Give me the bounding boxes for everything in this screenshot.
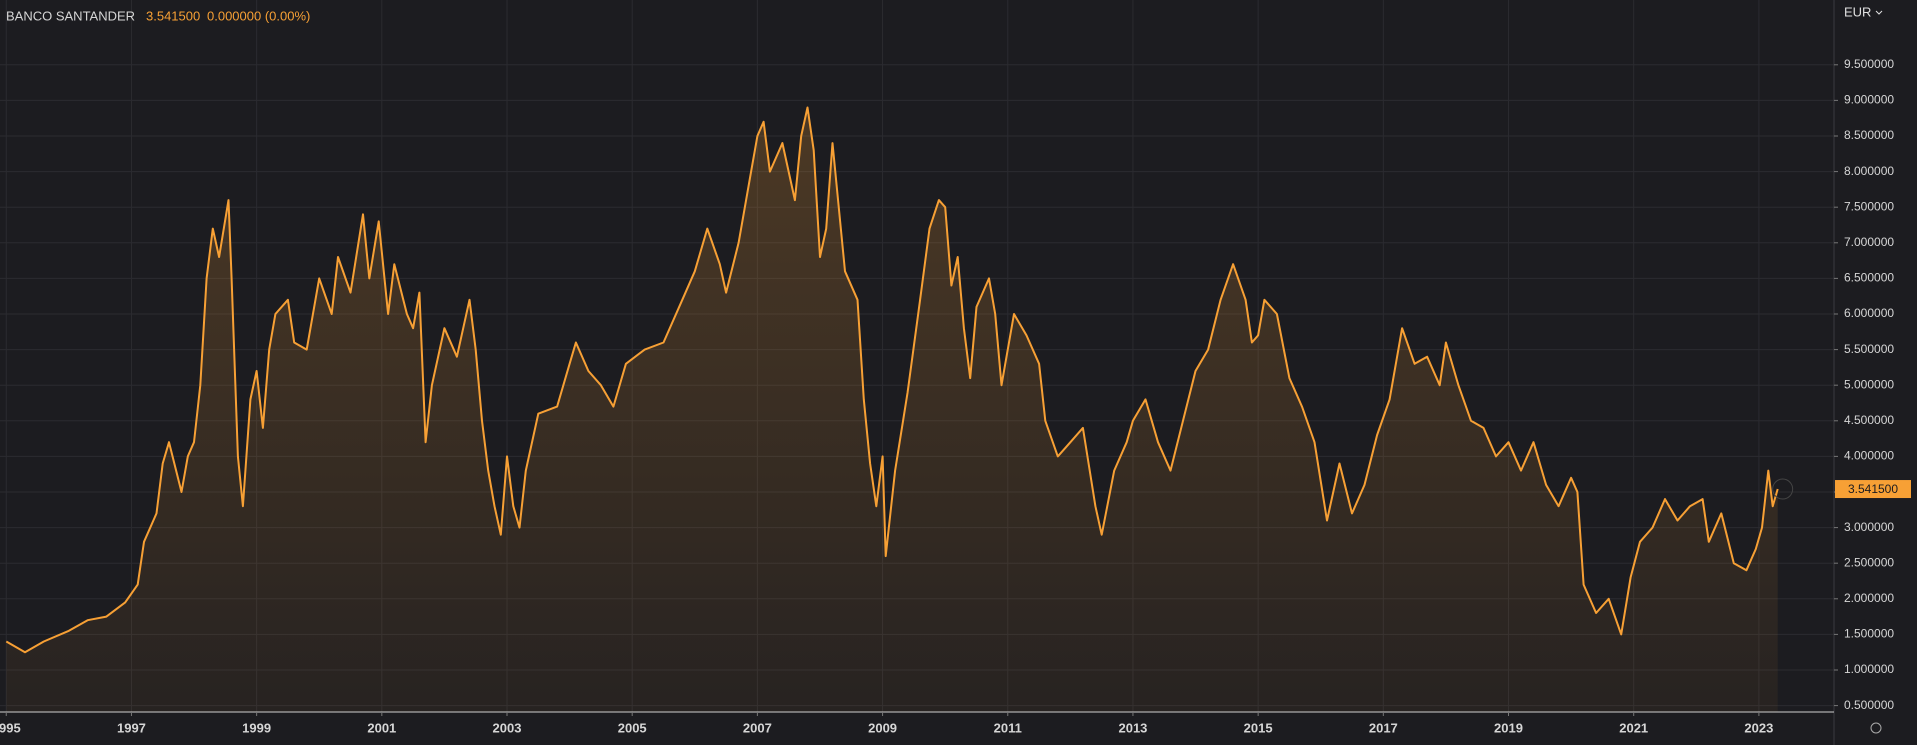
y-tick-label: 0.500000 — [1844, 698, 1894, 712]
x-tick-label: 2007 — [743, 720, 772, 735]
price: 3.541500 — [146, 8, 200, 23]
y-tick-label: 6.500000 — [1844, 271, 1894, 285]
x-tick-label: 2003 — [493, 720, 522, 735]
currency-caret[interactable] — [1875, 10, 1883, 15]
y-tick-label: 8.000000 — [1844, 164, 1894, 178]
y-tick-label: 1.000000 — [1844, 662, 1894, 676]
y-tick-label: 1.500000 — [1844, 627, 1894, 641]
last-point-ring — [1772, 478, 1794, 500]
last-price-label: 3.541500 — [1848, 482, 1898, 496]
y-tick-label: 7.500000 — [1844, 199, 1894, 213]
price-line — [5, 106, 1779, 654]
x-tick-label: 2019 — [1494, 720, 1523, 735]
x-tick-label: 2021 — [1619, 720, 1648, 735]
x-tick-label: 2001 — [367, 720, 396, 735]
x-tick-label: 1995 — [0, 720, 21, 735]
x-tick-label: 2011 — [994, 720, 1022, 735]
plot — [5, 106, 1779, 712]
x-tick-label: 2013 — [1118, 720, 1147, 735]
y-tick-label: 9.000000 — [1844, 93, 1894, 107]
change: 0.000000 (0.00%) — [207, 8, 310, 23]
y-tick-label: 4.000000 — [1844, 449, 1894, 463]
y-tick-label: 6.000000 — [1844, 306, 1894, 320]
x-tick-label: 2015 — [1244, 720, 1273, 735]
x-tick-label: 2005 — [618, 720, 647, 735]
x-tick-label: 2009 — [868, 720, 897, 735]
y-tick-label: 2.500000 — [1844, 555, 1894, 569]
area-fill — [6, 107, 1778, 712]
instrument-name: BANCO SANTANDER — [6, 8, 135, 23]
y-tick-label: 3.000000 — [1844, 520, 1894, 534]
x-tick-label: 1999 — [242, 720, 271, 735]
y-tick-label: 5.500000 — [1844, 342, 1894, 356]
x-tick-label: 1997 — [117, 720, 146, 735]
currency[interactable]: EUR — [1844, 4, 1871, 19]
y-tick-label: 9.500000 — [1844, 57, 1894, 71]
y-tick-label: 8.500000 — [1844, 128, 1894, 142]
x-tick-label: 2017 — [1369, 720, 1398, 735]
y-tick-label: 4.500000 — [1844, 413, 1894, 427]
last-price-badge — [1835, 480, 1911, 499]
settings-icon[interactable] — [1870, 722, 1882, 734]
y-tick-label: 5.000000 — [1844, 377, 1894, 391]
y-tick-label: 7.000000 — [1844, 235, 1894, 249]
x-tick-label: 2023 — [1744, 720, 1773, 735]
y-tick-label: 2.000000 — [1844, 591, 1894, 605]
